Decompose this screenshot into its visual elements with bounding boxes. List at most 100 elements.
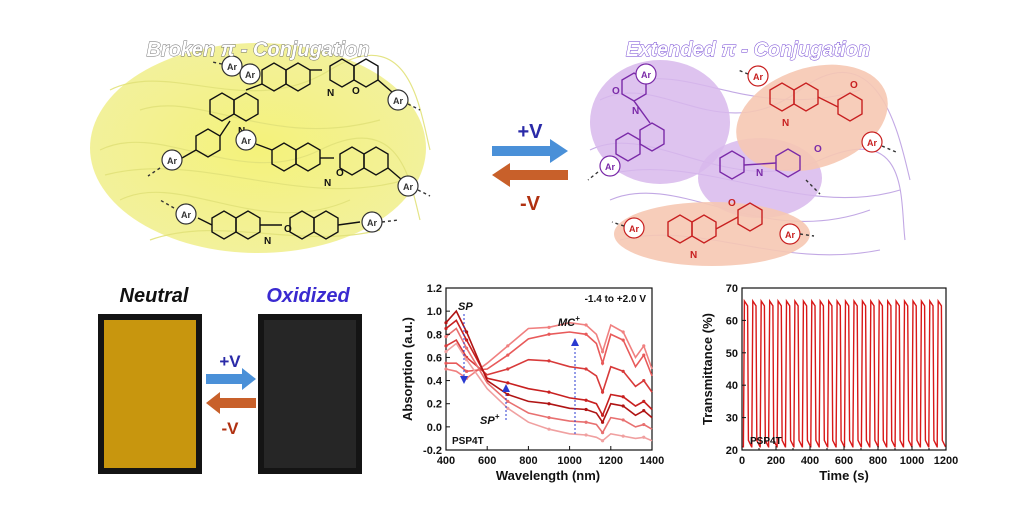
dashed-linkers-left [147, 61, 431, 223]
sp-plus-annotation: SP+ [480, 412, 500, 427]
transmittance-y-tick-label: 60 [726, 315, 738, 327]
absorption-point [444, 361, 448, 365]
ar-circle [747, 65, 769, 87]
absorption-point [506, 367, 510, 371]
spiropyran-molecule-1 [245, 58, 393, 93]
absorption-point [621, 434, 625, 438]
neutral-device-film [104, 320, 196, 468]
ar-label: Ar [785, 230, 795, 240]
ar-label: Ar [867, 138, 877, 148]
transmittance-x-axis-label: Time (s) [819, 468, 869, 483]
absorption-point [584, 407, 588, 412]
o-atom-label: O [814, 144, 822, 155]
transmittance-sample-label: PSP4T [750, 436, 782, 447]
device-comparison: Neutral Oxidized +V -V [98, 285, 362, 474]
absorption-point [506, 399, 510, 403]
absorption-point [621, 404, 625, 408]
absorption-y-tick-label: 1.0 [427, 306, 442, 318]
ar-label: Ar [167, 156, 177, 166]
neutral-label: Neutral [120, 285, 189, 307]
absorption-series [444, 309, 653, 443]
ar-circle [161, 149, 183, 171]
transmittance-y-tick-label: 70 [726, 283, 738, 295]
transmittance-y-tick-label: 30 [726, 413, 738, 425]
absorption-point [465, 358, 469, 362]
absorption-point [584, 323, 588, 327]
forward-arrow [492, 139, 568, 163]
mc-region-peach [736, 64, 888, 172]
mc-plus-annotation: MC+ [558, 314, 580, 329]
absorption-point [547, 359, 551, 363]
ar-label: Ar [753, 72, 763, 82]
ar-label: Ar [227, 62, 237, 72]
ar-circle [861, 131, 883, 153]
oxidized-label: Oxidized [266, 285, 350, 307]
absorption-point [584, 398, 588, 402]
absorption-point [600, 350, 605, 354]
device-reverse-arrow [206, 392, 256, 414]
absorption-point [642, 399, 646, 403]
n-atom-label: N [756, 168, 763, 179]
absorption-point [600, 361, 605, 365]
o-atom-label: O [336, 168, 344, 179]
absorption-y-tick-label: 1.2 [427, 283, 442, 295]
absorption-point [506, 344, 510, 348]
absorption-point [444, 350, 448, 354]
device-plus-v-label: +V [219, 352, 241, 371]
absorption-point [465, 330, 469, 334]
absorption-y-tick-label: 0.2 [427, 399, 442, 411]
absorption-point [621, 395, 625, 399]
absorption-point [600, 439, 605, 443]
broken-conjugation-title: Broken π - Conjugation [146, 39, 369, 61]
transmittance-y-axis-label: Transmittance (%) [700, 313, 715, 425]
absorption-chart: -0.2 0.0 0.2 0.4 0.6 0.8 1.0 1.2 400 600 800 1000 1… [400, 283, 664, 483]
absorption-x-tick-label: 1400 [640, 455, 664, 467]
absorption-point [444, 367, 448, 371]
absorption-point [584, 420, 588, 424]
absorption-series-line [445, 309, 653, 424]
absorption-x-tick-label: 400 [437, 455, 455, 467]
ar-label: Ar [245, 70, 255, 80]
transmittance-x-ticks: 0 200 400 600 800 1000 1200 [739, 446, 958, 467]
absorption-point [547, 427, 551, 431]
n-atom-label: N [632, 106, 639, 117]
transmittance-y-tick-label: 50 [726, 348, 738, 360]
transmittance-y-ticks: 20 30 40 50 60 70 [726, 283, 746, 457]
absorption-point [547, 390, 551, 394]
absorption-y-tick-label: 0.6 [427, 352, 442, 364]
ar-label: Ar [367, 218, 377, 228]
transmittance-x-tick-label: 1000 [900, 455, 924, 467]
absorption-series-line [445, 342, 653, 442]
absorption-point [465, 369, 469, 373]
minus-v-label: -V [520, 193, 541, 215]
absorption-point [547, 325, 551, 329]
merocyanine-molecule-1 [615, 72, 665, 162]
ar-label: Ar [641, 70, 651, 80]
ar-circle [175, 203, 197, 225]
absorption-point [506, 406, 510, 410]
absorption-point [642, 422, 646, 427]
absorption-point [506, 392, 510, 397]
absorption-sample-label: PSP4T [452, 436, 484, 447]
ar-circle [239, 63, 261, 85]
absorption-point [600, 413, 605, 417]
merocyanine-molecule-2 [719, 148, 801, 180]
absorption-point [584, 332, 588, 336]
mc-region-peach [614, 202, 810, 266]
transmittance-series-line [741, 298, 947, 448]
absorption-point [444, 321, 448, 325]
sp-annotation: SP [458, 301, 473, 313]
absorption-y-axis-label: Absorption (a.u.) [400, 317, 415, 421]
oxidized-device-film [264, 320, 356, 468]
absorption-series-line [445, 327, 653, 435]
ar-circle [635, 63, 657, 85]
absorption-point [642, 344, 646, 348]
absorption-x-tick-label: 1000 [557, 455, 581, 467]
absorption-point [584, 367, 588, 371]
absorption-point [600, 390, 605, 394]
o-atom-label: O [850, 80, 858, 91]
transmittance-x-tick-label: 400 [801, 455, 819, 467]
ar-circle [599, 155, 621, 177]
absorption-series-line [445, 319, 653, 418]
